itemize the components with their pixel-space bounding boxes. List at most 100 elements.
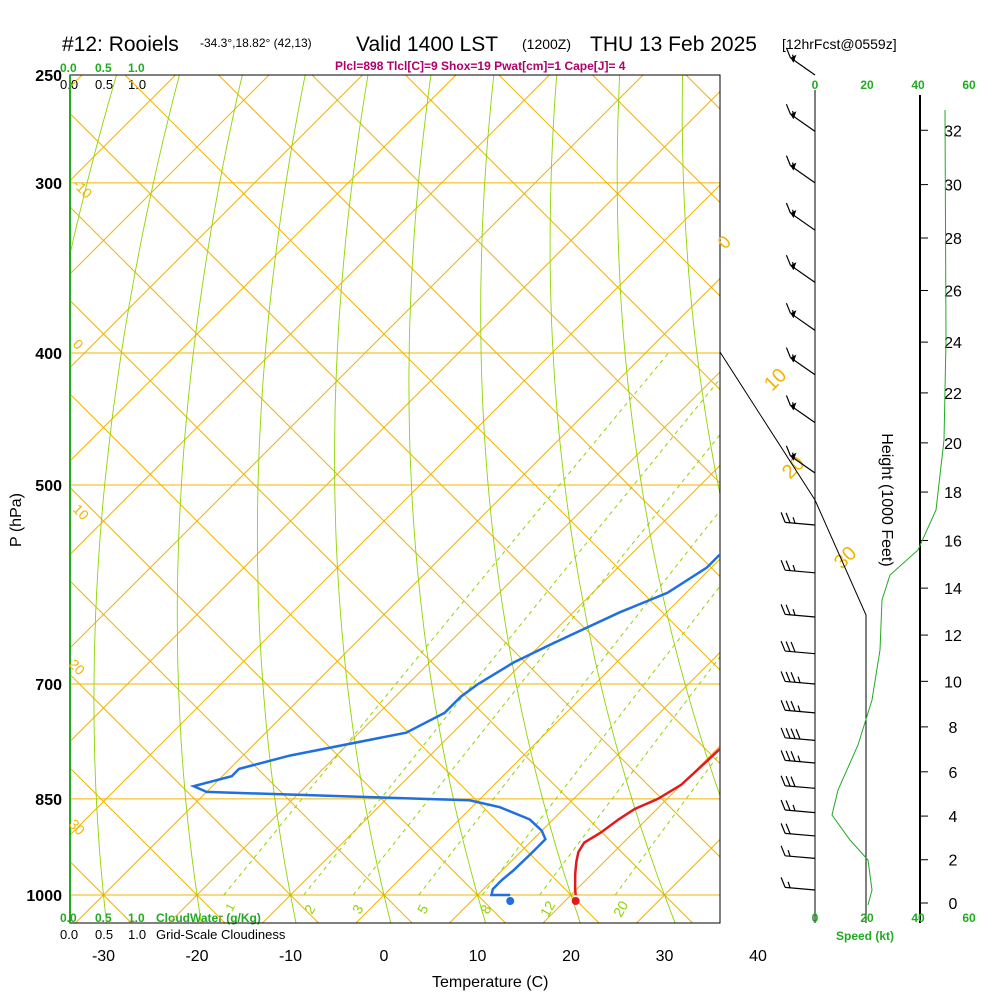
mixing-ratio-label-12: 12 — [537, 898, 559, 920]
temperature-tick--10: -10 — [279, 948, 302, 965]
height-tick-22: 22 — [944, 386, 962, 403]
height-axis-label: Height (1000 Feet) — [878, 433, 895, 566]
wind-barb-flag — [790, 751, 796, 762]
height-tick-24: 24 — [944, 335, 962, 352]
wind-barb — [785, 155, 816, 184]
wind-barb-flag — [780, 877, 786, 888]
wind-barb — [785, 254, 816, 283]
wind-barb-flag — [790, 641, 796, 653]
forecast-info: [12hrFcst@0559z] — [782, 36, 897, 52]
wind-barb-flag — [780, 775, 786, 786]
wind-barb-half-flag — [797, 676, 801, 683]
wind-barb-half-flag — [792, 517, 796, 524]
wind-barb — [780, 727, 816, 741]
wind-barb-flag — [785, 395, 791, 406]
y-axis-label: P (hPa) — [8, 493, 25, 547]
wind-panel: 0 20 40 60 0 20 40 60 Speed (kt) 0246810121416… — [719, 47, 976, 943]
height-tick-10: 10 — [944, 674, 962, 691]
height-tick-8: 8 — [949, 720, 958, 737]
mixing-ratio-20 — [614, 752, 720, 896]
speed-tick-bottom-40: 40 — [911, 911, 925, 925]
cloudwater-tick-top-1: 0.5 — [95, 61, 112, 75]
wind-barb-flag — [790, 728, 796, 739]
temperature-tick-20: 20 — [562, 948, 580, 965]
mixing-ratio-label-20: 20 — [610, 898, 632, 920]
wind-barb-flag — [785, 155, 791, 166]
speed-tick-top-0: 0 — [812, 78, 819, 92]
cloud-scale-top: 0.0 0.5 1.0 0.0 0.5 1.0 — [60, 61, 146, 92]
wind-barb-pennant — [790, 402, 797, 411]
stability-indices: Plcl=898 Tlcl[C]=9 Shox=19 Pwat[cm]=1 Ca… — [335, 59, 626, 73]
pressure-tick-1000: 1000 — [26, 888, 62, 905]
cloudiness-tick-bottom-1: 0.5 — [95, 927, 113, 942]
wind-barb-flag — [785, 727, 791, 739]
temperature-tick--30: -30 — [92, 948, 115, 965]
height-tick-16: 16 — [944, 533, 962, 550]
isotherm--50 — [70, 90, 720, 743]
dewpoint-line — [189, 552, 720, 897]
surface-dewpoint-marker — [506, 897, 515, 905]
speed-scale-top: 0 20 40 60 — [812, 78, 976, 92]
mixing-ratio-label-5: 5 — [414, 902, 432, 917]
temperature-tick-30: 30 — [656, 948, 674, 965]
wind-barb-pennant — [790, 262, 797, 271]
height-tick-12: 12 — [944, 628, 962, 645]
speed-label: Speed (kt) — [836, 929, 894, 943]
wind-barb-flag — [785, 775, 791, 787]
diagram-grid — [0, 51, 720, 924]
speed-tick-bottom-20: 20 — [860, 911, 874, 925]
mixing-ratio-5 — [418, 509, 720, 896]
cloudiness-tick-bottom-0: 0.0 — [60, 927, 78, 942]
cloudwater-tick-bottom-1: 0.5 — [95, 911, 112, 925]
wind-barb-flag — [785, 671, 791, 683]
mixing-ratio-8 — [481, 585, 720, 896]
wind-barb — [780, 750, 816, 764]
wind-barb — [780, 604, 816, 618]
mixing-ratio-2 — [303, 378, 720, 896]
sounding-layer — [189, 552, 720, 897]
isotherm--40 — [70, 184, 720, 836]
pressure-tick-400: 400 — [35, 346, 62, 363]
height-tick-28: 28 — [944, 231, 962, 248]
cross-line-70 — [217, 75, 720, 578]
wind-barb-pennant — [790, 54, 797, 63]
surface-temperature-marker — [571, 897, 580, 905]
wind-barb — [785, 347, 816, 376]
dry-adiabat--10 — [256, 75, 306, 923]
height-tick-30: 30 — [944, 178, 962, 195]
isotherm-label-0-right: 0 — [714, 232, 735, 253]
cross-line-40 — [70, 206, 720, 858]
wind-barb-flag — [780, 727, 786, 739]
wind-barb — [780, 700, 816, 714]
dry-adiabat--40 — [70, 75, 117, 257]
station-title: #12: Rooiels — [62, 33, 179, 56]
pressure-tick-500: 500 — [35, 478, 62, 495]
speed-tick-top-40: 40 — [911, 78, 925, 92]
isotherm--80 — [70, 75, 457, 462]
wind-barb-flag — [785, 445, 791, 457]
pressure-tick-250: 250 — [35, 68, 62, 85]
wind-barb — [785, 302, 816, 331]
wind-barb-flag — [790, 672, 796, 683]
dry-adiabat--30 — [93, 75, 180, 923]
cross-line-60 — [124, 75, 720, 671]
wind-barb-flag — [780, 799, 786, 811]
cross-line-110 — [591, 75, 720, 204]
pressure-ticks: 250 300 400 500 700 850 1000 — [26, 68, 62, 905]
x-axis-label: Temperature (C) — [432, 974, 548, 991]
isotherm--130 — [0, 51, 13, 924]
pressure-tick-300: 300 — [35, 176, 62, 193]
wind-barb-flag — [780, 640, 786, 652]
wind-barbs — [780, 47, 816, 891]
wind-barb-pennant — [790, 452, 797, 461]
wind-barb-flag — [790, 776, 796, 787]
cross-line-90 — [404, 75, 720, 391]
wind-barb-half-flag — [797, 755, 801, 762]
wind-barb-staff — [785, 832, 816, 837]
isotherm--100 — [70, 75, 270, 275]
temperature-tick-10: 10 — [469, 948, 487, 965]
wind-barb — [780, 512, 816, 526]
temperature-line — [573, 747, 720, 896]
mixing-ratio-12 — [539, 655, 720, 896]
